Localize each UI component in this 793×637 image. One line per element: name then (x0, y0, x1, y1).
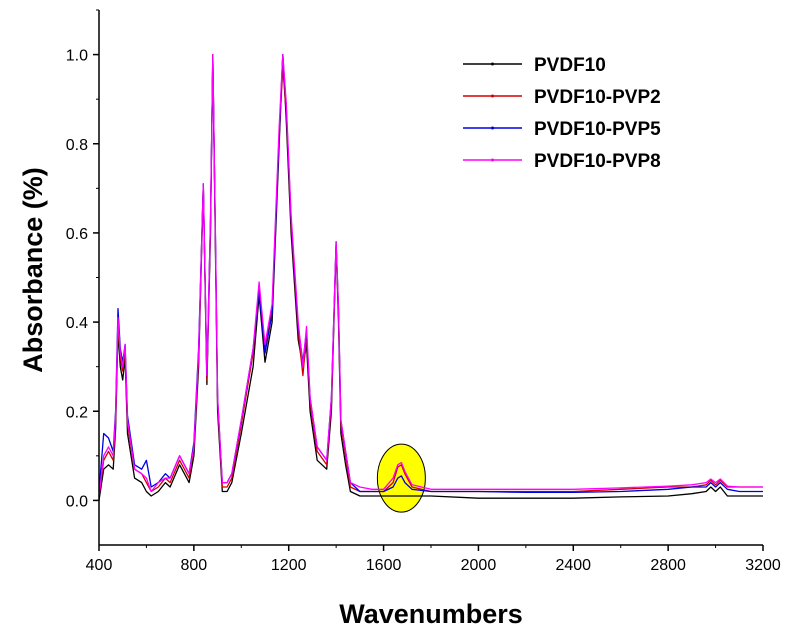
axes (98, 10, 763, 546)
y-tick-label: 0.0 (66, 493, 88, 510)
legend-marker (491, 94, 494, 98)
series-line (98, 53, 763, 497)
series-line (98, 53, 763, 494)
x-tick-label: 3200 (745, 557, 781, 574)
x-tick-label: 2000 (461, 557, 497, 574)
x-tick-label: 400 (86, 557, 113, 574)
series-lines (98, 53, 763, 501)
x-tick-label: 1200 (271, 557, 307, 574)
x-tick-label: 2400 (555, 557, 591, 574)
y-tick-label: 0.6 (66, 226, 88, 243)
legend: PVDF10 PVDF10-PVP2 PVDF10-PVP5 PVDF10-PVP8 (463, 55, 661, 172)
legend-marker (491, 62, 494, 66)
y-tick-label: 1.0 (66, 48, 88, 65)
legend-marker (491, 126, 494, 130)
x-tick-label: 800 (181, 557, 208, 574)
x-axis-title: Wavenumbers (339, 599, 523, 629)
series-line (98, 53, 763, 497)
legend-label: PVDF10 (534, 55, 606, 76)
x-tick-label: 2800 (650, 557, 686, 574)
series-line (98, 53, 763, 501)
x-tick-label: 1600 (366, 557, 402, 574)
y-tick-label: 0.8 (66, 137, 88, 154)
y-axis-title: Absorbance (%) (18, 167, 48, 373)
legend-label: PVDF10-PVP8 (534, 151, 661, 172)
legend-marker (491, 158, 494, 162)
y-tick-label: 0.4 (66, 315, 88, 332)
highlight-ellipse (376, 443, 426, 513)
y-tick-label: 0.2 (66, 404, 88, 421)
legend-label: PVDF10-PVP2 (534, 87, 661, 108)
legend-label: PVDF10-PVP5 (534, 119, 661, 140)
